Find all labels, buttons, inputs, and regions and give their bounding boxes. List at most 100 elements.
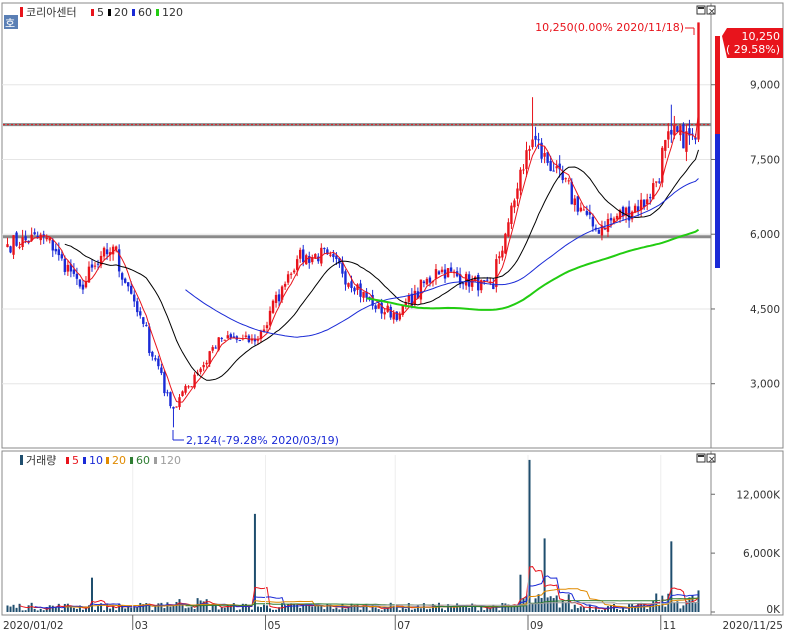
candle-body [232, 336, 236, 339]
price-maximize-button[interactable] [696, 5, 706, 15]
volume-bar [444, 610, 447, 612]
volume-bar [115, 610, 118, 612]
volume-bar [15, 607, 18, 612]
volume-bar [335, 607, 338, 612]
candle-body [585, 211, 589, 215]
candle-body [564, 178, 567, 180]
volume-bar [30, 602, 33, 612]
candle-body [292, 270, 296, 273]
current-price-bar-up [715, 36, 720, 134]
candle-body [253, 338, 257, 342]
volume-bar [573, 604, 576, 612]
candle-body [449, 267, 453, 272]
volume-bar [549, 596, 552, 612]
candle-body [66, 264, 70, 272]
volume-bar [619, 610, 622, 612]
candle-body [199, 368, 202, 373]
candle-body [528, 148, 531, 151]
candle-body [636, 206, 640, 212]
vol-legend-ma60: 60 [136, 454, 150, 467]
candle-body [673, 125, 676, 136]
candle-body [661, 147, 664, 183]
candle-body [84, 281, 88, 288]
volume-bar [664, 606, 667, 612]
date-axis-ticks: 2020/01/02 03 05 07 09 11 2020/11/25 [3, 455, 783, 632]
candle-body [480, 280, 483, 291]
volume-bar [290, 603, 293, 612]
volume-bar [75, 608, 78, 612]
volume-bar [576, 608, 579, 612]
price-close-button[interactable] [706, 5, 716, 15]
volume-bar [344, 608, 347, 612]
volume-bar [127, 605, 130, 612]
volume-bar [202, 601, 205, 612]
volume-bar [287, 604, 290, 612]
candle-body [172, 406, 175, 409]
current-price-value: 10,250 [742, 30, 781, 43]
ma5-line [19, 112, 699, 403]
candle-body [229, 334, 232, 339]
candle-body [558, 163, 561, 170]
volume-bar [670, 541, 673, 612]
volume-bar [296, 604, 299, 612]
volume-bar [362, 605, 365, 612]
candle-body [317, 256, 320, 262]
candle-body [163, 372, 166, 394]
close-icon: × [708, 455, 716, 465]
volume-bar [259, 607, 262, 612]
volume-bar [685, 601, 688, 612]
volume-bar [513, 605, 516, 612]
candle-body [238, 339, 242, 341]
candle-body [642, 199, 646, 208]
legend-marker-icon [20, 7, 23, 17]
candle-body [561, 172, 564, 181]
candle-body [383, 312, 386, 315]
volume-bar [531, 604, 534, 612]
candle-body [280, 286, 284, 300]
candle-body [139, 311, 142, 316]
candle-body [682, 124, 685, 149]
volume-bar [24, 610, 27, 612]
legend-ma20: 20 [114, 6, 128, 19]
volume-bar [133, 606, 136, 612]
candle-body [39, 234, 42, 241]
volume-bar [332, 608, 335, 612]
high-annotation: 10,250(0.00% 2020/11/18) [535, 21, 695, 35]
quote-badge[interactable] [4, 15, 18, 29]
date-tick-label: 03 [135, 620, 148, 632]
volume-maximize-button[interactable] [696, 453, 706, 463]
volume-tick-label: 6,000K [743, 548, 781, 560]
maximize-icon [698, 7, 704, 9]
volume-bar [498, 610, 501, 612]
candle-body [154, 358, 157, 360]
candle-body [464, 273, 468, 286]
candle-body [525, 150, 528, 170]
volume-bar [543, 538, 546, 612]
volume-bar [528, 459, 531, 612]
volume-bar [269, 608, 272, 612]
volume-bar [555, 595, 558, 612]
candle-body [428, 277, 432, 283]
candle-body [624, 207, 628, 216]
volume-bar [631, 603, 634, 612]
volume-bar [588, 605, 591, 612]
volume-close-button[interactable] [706, 453, 716, 463]
legend-ma5-marker [91, 9, 94, 16]
candle-body [211, 347, 214, 351]
candle-body [365, 291, 368, 298]
candle-body [341, 262, 344, 274]
volume-bar [87, 605, 90, 612]
volume-bar [552, 598, 555, 612]
candle-body [368, 296, 371, 298]
candle-body [410, 293, 414, 306]
candle-body [57, 249, 61, 256]
volume-bar [308, 604, 311, 612]
vol-legend-ma120: 120 [160, 454, 181, 467]
vol-legend-ma120-marker [154, 457, 157, 464]
volume-bar [187, 607, 190, 612]
volume-bar [42, 610, 45, 612]
candle-body [630, 211, 634, 220]
candle-body [492, 283, 495, 290]
volume-bar [570, 609, 573, 612]
